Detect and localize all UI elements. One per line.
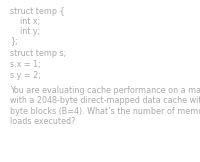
Text: s.x = 1;: s.x = 1; [10, 60, 41, 69]
Text: struct temp s;: struct temp s; [10, 49, 66, 58]
Text: with a 2048-byte direct-mapped data cache with 4-: with a 2048-byte direct-mapped data cach… [10, 96, 200, 105]
Text: };: }; [10, 36, 18, 46]
Text: loads executed?: loads executed? [10, 117, 75, 127]
Text: s.y = 2;: s.y = 2; [10, 71, 41, 80]
Text: You are evaluating cache performance on a machine: You are evaluating cache performance on … [10, 86, 200, 95]
Text: int x;: int x; [10, 17, 40, 26]
Text: int y;: int y; [10, 27, 40, 36]
Text: struct temp {: struct temp { [10, 7, 65, 16]
Text: byte blocks (B=4). What’s the number of memory: byte blocks (B=4). What’s the number of … [10, 107, 200, 116]
